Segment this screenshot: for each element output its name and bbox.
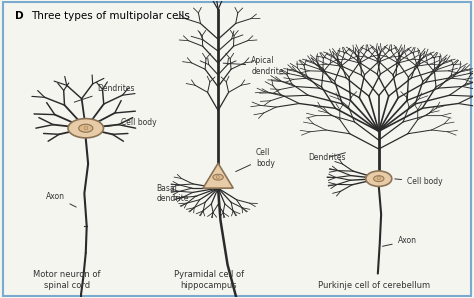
Text: Cell body: Cell body <box>395 177 443 186</box>
Polygon shape <box>203 163 233 188</box>
Text: Axon: Axon <box>0 297 1 298</box>
Text: Cell
body: Cell body <box>236 148 275 172</box>
Text: D: D <box>15 11 24 21</box>
Ellipse shape <box>366 171 392 186</box>
Ellipse shape <box>68 119 103 138</box>
Text: Three types of multipolar cells: Three types of multipolar cells <box>31 11 190 21</box>
Text: O: O <box>216 175 220 180</box>
Text: Apical
dendrite: Apical dendrite <box>223 56 283 76</box>
Text: Motor neuron of
spinal cord: Motor neuron of spinal cord <box>33 270 100 290</box>
Text: O: O <box>377 176 381 181</box>
Text: Axon: Axon <box>46 192 76 207</box>
Ellipse shape <box>374 176 384 181</box>
Text: Dendrites: Dendrites <box>74 84 135 102</box>
Text: Cell body: Cell body <box>107 118 157 127</box>
Ellipse shape <box>79 124 93 132</box>
Text: Axon: Axon <box>383 236 417 246</box>
Text: Dendrites: Dendrites <box>308 153 346 162</box>
Text: Pyramidal cell of
hippocampus: Pyramidal cell of hippocampus <box>173 270 244 290</box>
Text: Basal
dendrite: Basal dendrite <box>156 184 197 203</box>
Text: Purkinje cell of cerebellum: Purkinje cell of cerebellum <box>318 281 430 290</box>
Text: O: O <box>83 126 88 131</box>
Ellipse shape <box>213 174 223 180</box>
